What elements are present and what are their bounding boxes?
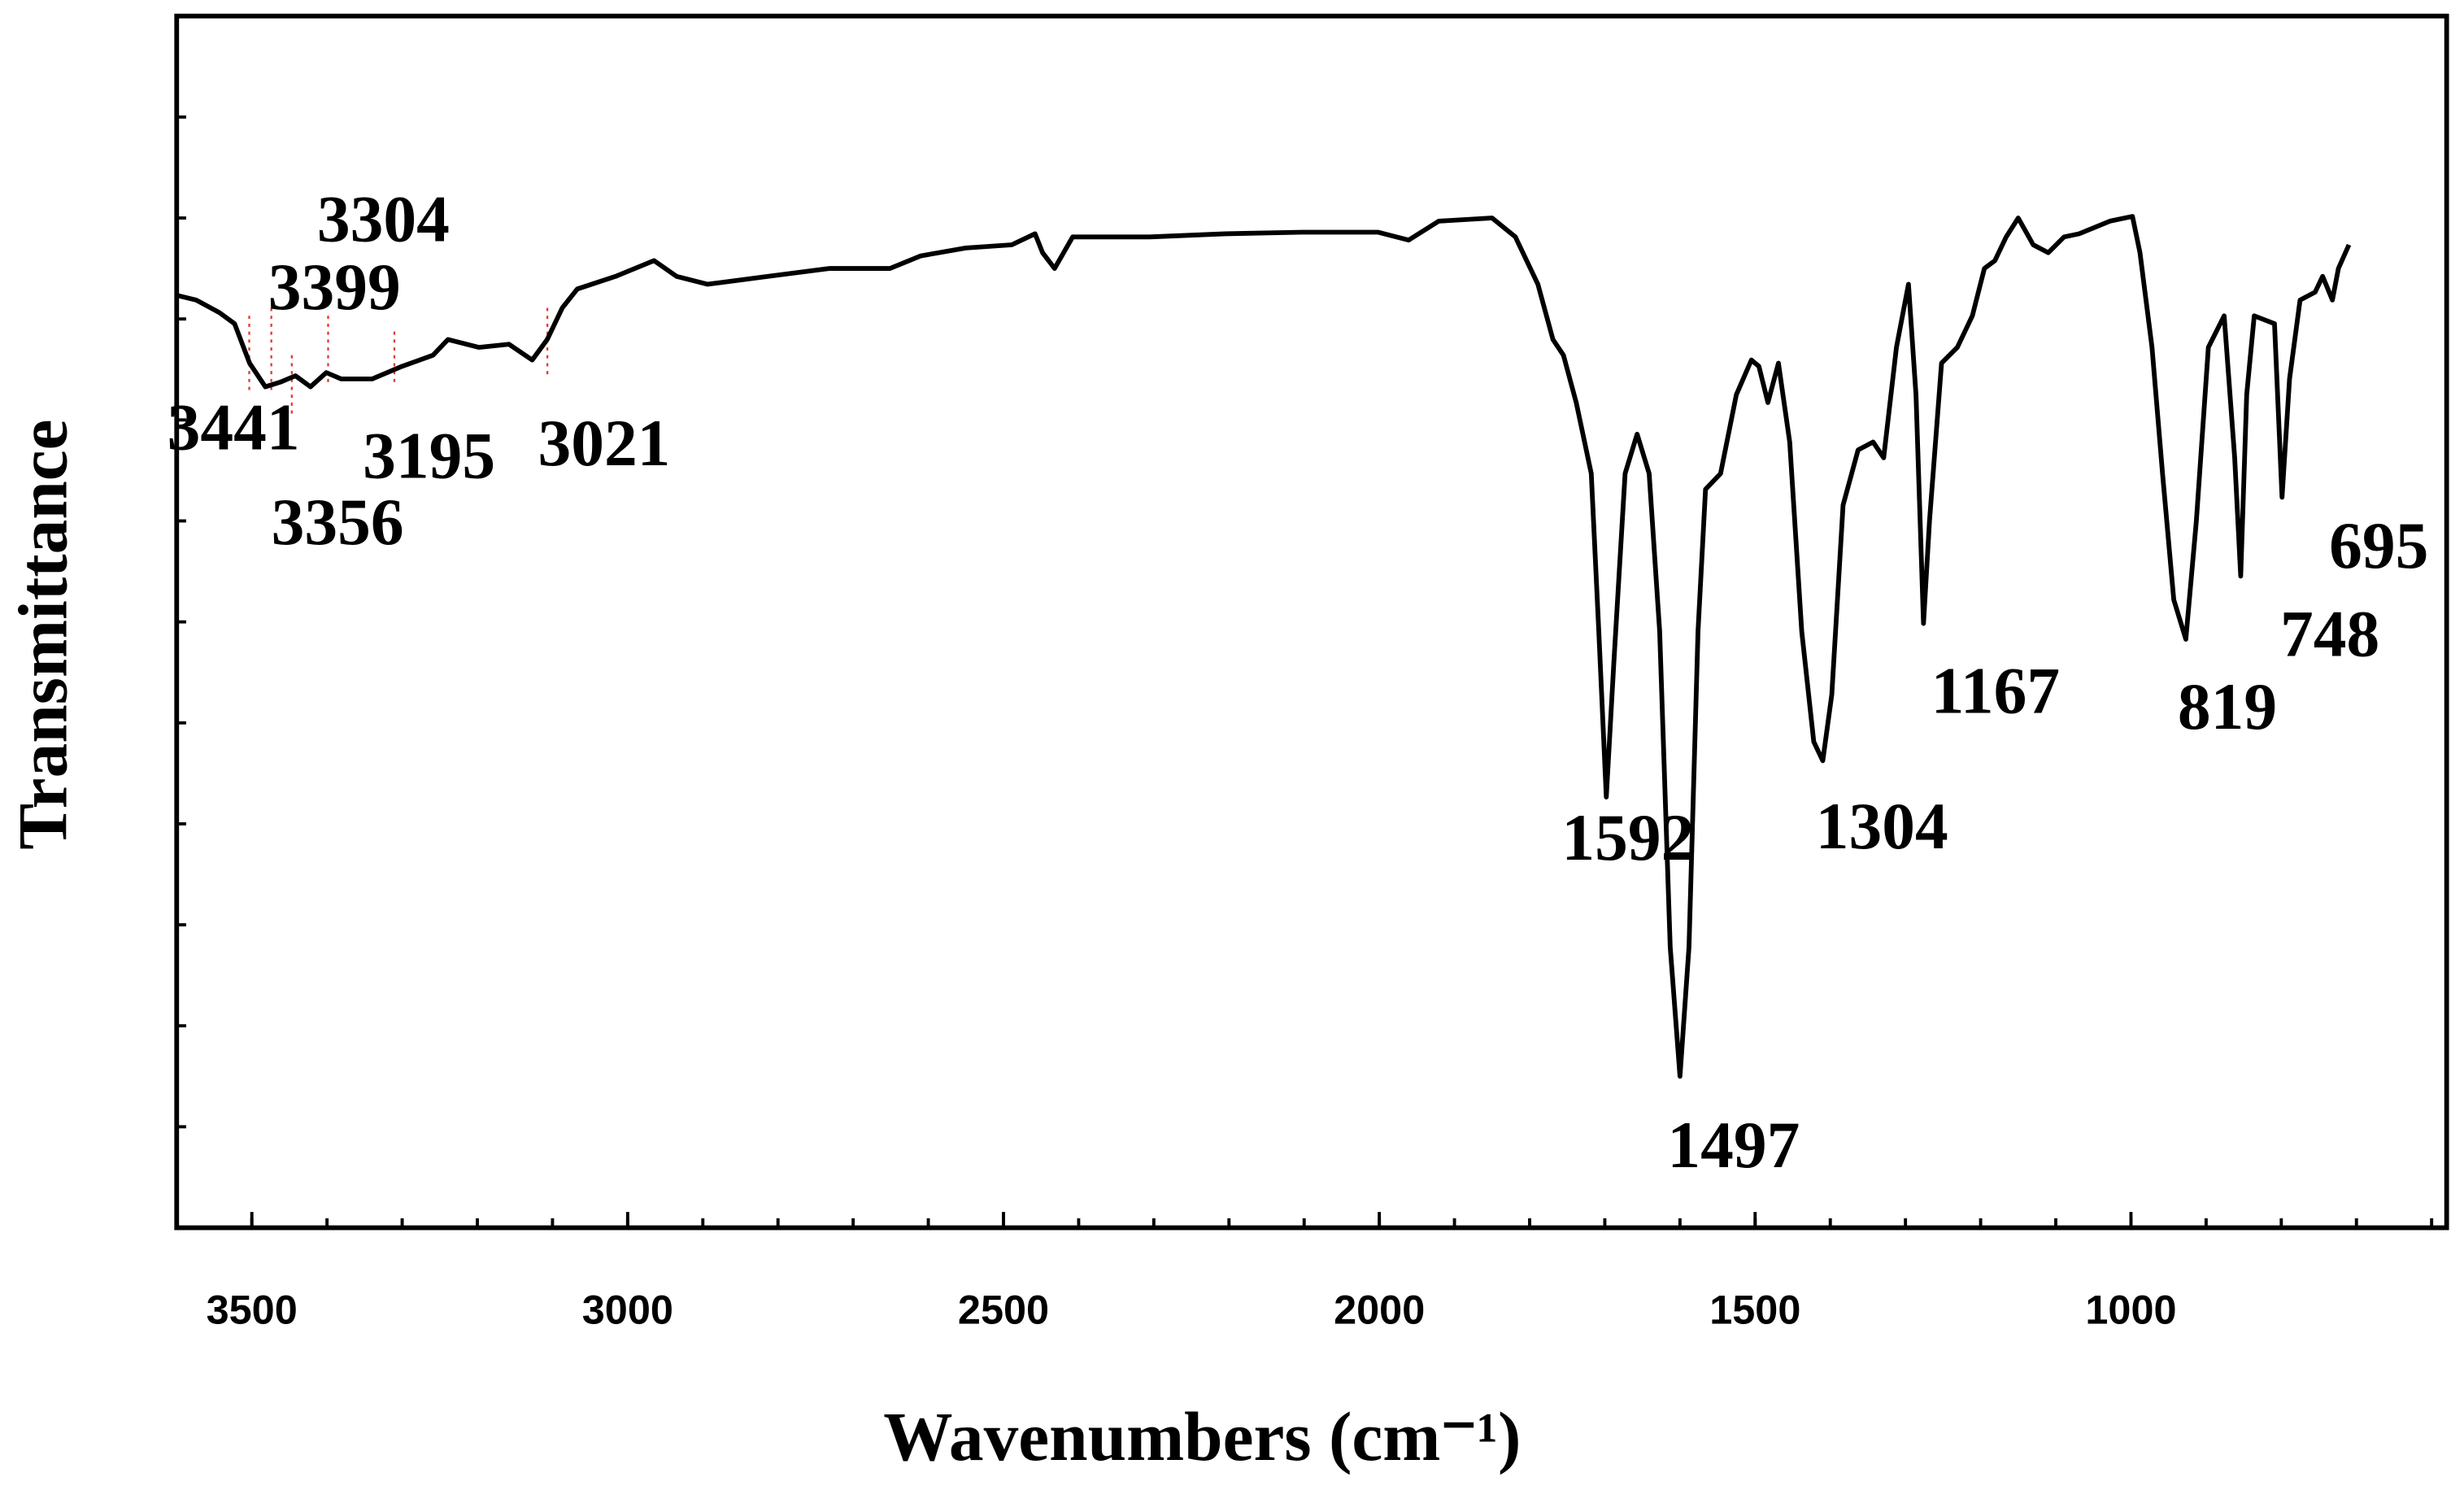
peak-label: 3021 [538, 406, 670, 480]
plot-frame [174, 13, 2449, 1231]
x-tick-label: 1000 [2085, 1287, 2176, 1333]
x-tick-label: 3000 [582, 1287, 673, 1333]
peak-label: 1167 [1931, 653, 2060, 727]
peak-label: 695 [2329, 508, 2428, 582]
x-tick-label: 2000 [1334, 1287, 1425, 1333]
peak-label: 819 [2178, 669, 2277, 743]
x-tick-label: 2500 [958, 1287, 1049, 1333]
peak-label: 1304 [1816, 789, 1948, 863]
peak-label: 3304 [317, 181, 450, 255]
y-axis-title: Transmittance [6, 419, 82, 849]
spectrum-line [176, 214, 2352, 1079]
x-tick-label: 1500 [1709, 1287, 1800, 1333]
peak-label: 748 [2280, 597, 2379, 671]
peak-label: 3195 [363, 418, 495, 492]
peak-label: 1592 [1561, 800, 1694, 874]
x-tick-label: 3500 [207, 1287, 298, 1333]
peak-label: 3399 [268, 250, 401, 324]
peak-label: 3441 [168, 390, 300, 464]
peak-guides [248, 307, 549, 414]
peak-label: 3356 [272, 485, 404, 559]
peak-label: 1497 [1667, 1108, 1800, 1182]
x-axis-title: Wavenumbers (cm⁻¹) [883, 1399, 1521, 1475]
